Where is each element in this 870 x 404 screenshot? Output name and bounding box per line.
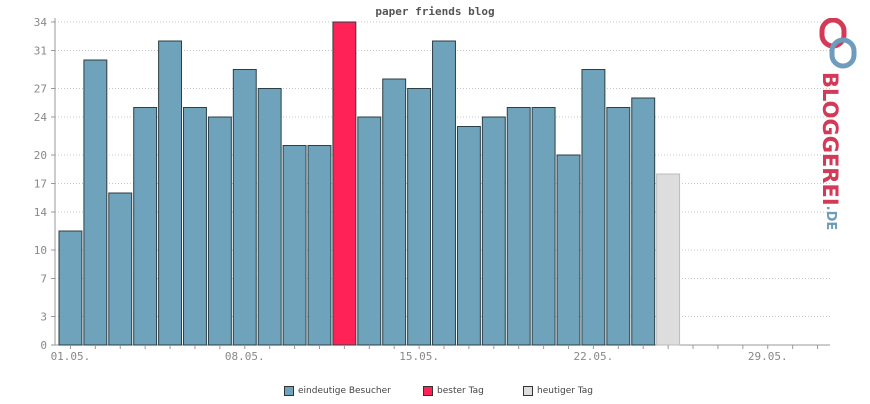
y-tick-label: 24 bbox=[34, 111, 48, 124]
bloggerei-logo bbox=[810, 17, 870, 218]
chart-title: paper friends blog bbox=[375, 5, 495, 18]
legend-item-best-day: bester Tag bbox=[423, 386, 484, 396]
bar-visitors bbox=[481, 116, 506, 346]
x-tick-label: 22.05. bbox=[574, 350, 614, 363]
y-tick-label: 10 bbox=[34, 244, 47, 257]
bar-visitors bbox=[581, 69, 606, 346]
bar-visitors bbox=[432, 40, 456, 346]
bar-visitors bbox=[158, 40, 183, 346]
legend-swatch-visitors bbox=[284, 386, 294, 396]
logo-icon bbox=[819, 17, 857, 69]
legend-label-visitors: eindeutige Besucher bbox=[298, 386, 391, 396]
legend-item-visitors: eindeutige Besucher bbox=[284, 386, 391, 396]
legend-label-today: heutiger Tag bbox=[537, 386, 594, 396]
bar-visitors bbox=[83, 59, 108, 346]
bar-visitors bbox=[232, 69, 257, 346]
bar-visitors bbox=[606, 107, 631, 346]
x-tick-label: 01.05. bbox=[51, 350, 91, 363]
x-tick-label: 15.05. bbox=[399, 350, 439, 363]
legend: eindeutige Besucher bester Tag heutiger … bbox=[0, 386, 870, 400]
legend-swatch-today bbox=[523, 386, 533, 396]
y-tick-label: 31 bbox=[34, 45, 47, 58]
y-tick-label: 20 bbox=[34, 149, 47, 162]
x-tick-label: 29.05. bbox=[748, 350, 788, 363]
bar-visitors bbox=[183, 107, 207, 346]
bar-visitors bbox=[307, 145, 332, 346]
bar-best-day bbox=[332, 21, 357, 346]
bar-visitors bbox=[506, 107, 531, 346]
legend-swatch-best-day bbox=[423, 386, 433, 396]
bar-visitors bbox=[357, 116, 382, 346]
bar-today bbox=[656, 173, 681, 346]
legend-item-today: heutiger Tag bbox=[523, 386, 593, 396]
logo-text-suffix: .DE bbox=[823, 205, 838, 231]
x-tick-label: 08.05. bbox=[225, 350, 265, 363]
bar-visitors bbox=[556, 154, 581, 346]
bar-visitors bbox=[108, 192, 133, 346]
y-tick-label: 17 bbox=[34, 178, 47, 191]
y-tick-label: 7 bbox=[40, 273, 47, 286]
logo-text-main: BLOGGEREI bbox=[818, 72, 842, 206]
bar-visitors bbox=[257, 88, 282, 346]
logo-text: BLOGGEREI.DE bbox=[818, 72, 842, 230]
y-tick-label: 14 bbox=[34, 206, 48, 219]
bar-visitors bbox=[382, 78, 407, 346]
bar-visitors bbox=[531, 107, 556, 346]
y-tick-label: 0 bbox=[40, 339, 47, 352]
bar-visitors bbox=[456, 126, 481, 346]
bar-visitors bbox=[282, 145, 307, 346]
y-tick-label: 34 bbox=[34, 16, 48, 29]
legend-label-best-day: bester Tag bbox=[437, 386, 484, 396]
bar-visitors bbox=[58, 230, 83, 346]
y-tick-label: 27 bbox=[34, 83, 47, 96]
y-tick-label: 3 bbox=[40, 311, 47, 324]
bar-visitors bbox=[207, 116, 232, 346]
bar-visitors bbox=[631, 97, 656, 346]
bar-visitors bbox=[133, 107, 158, 346]
bar-visitors bbox=[407, 88, 432, 346]
